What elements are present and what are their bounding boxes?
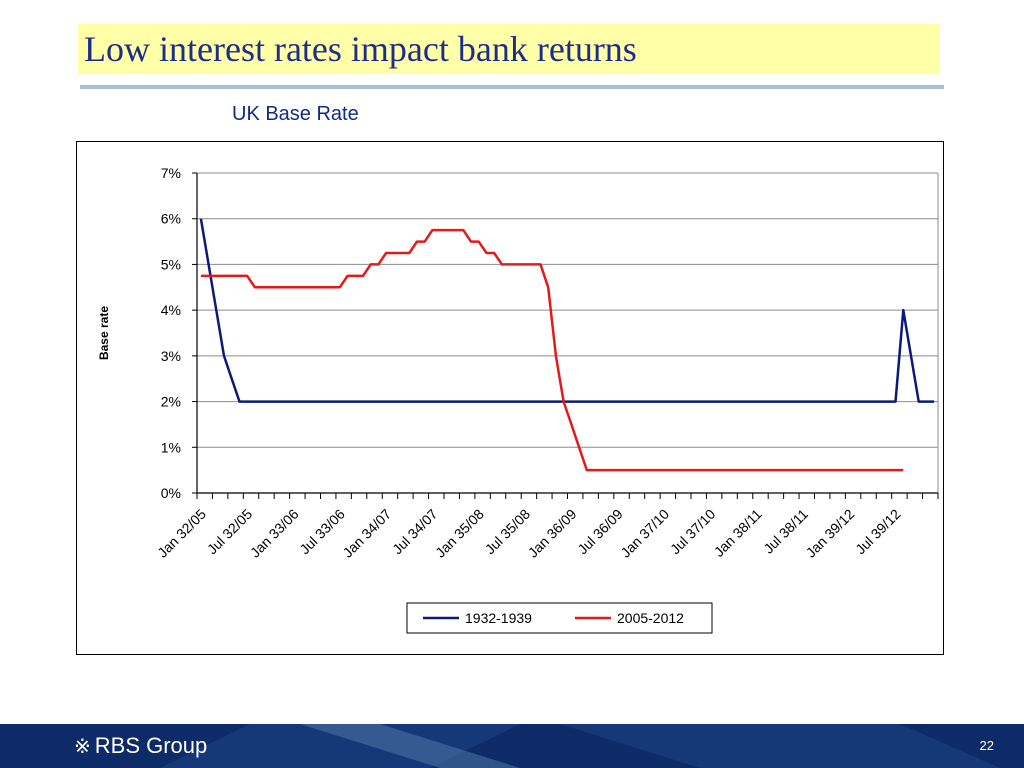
- x-tick-label: Jan 38/11: [711, 506, 765, 560]
- page-number: 22: [979, 738, 994, 753]
- x-tick-label: Jan 32/05: [154, 506, 209, 561]
- chart-frame: [76, 141, 944, 655]
- x-tick-label: Jan 34/07: [339, 506, 394, 561]
- x-tick-label: Jan 33/06: [247, 506, 302, 561]
- x-tick-label: Jan 36/09: [525, 506, 580, 561]
- y-tick-label: 4%: [161, 302, 181, 318]
- x-tick-label: Jan 37/10: [617, 506, 672, 561]
- footer-bar: ※ RBS Group 22: [0, 724, 1024, 768]
- footer-wave-graphic: [160, 724, 1000, 768]
- rbs-group-logo: ※ RBS Group: [74, 733, 207, 759]
- y-tick-label: 3%: [161, 348, 181, 364]
- y-tick-label: 0%: [161, 485, 181, 501]
- y-tick-label: 6%: [161, 211, 181, 227]
- x-tick-label: Jul 39/12: [852, 506, 904, 558]
- slide-title: Low interest rates impact bank returns: [84, 29, 637, 69]
- y-tick-label: 1%: [161, 439, 181, 455]
- chart-title: UK Base Rate: [232, 103, 359, 125]
- y-axis-label: Base rate: [97, 306, 111, 360]
- title-divider: [80, 85, 944, 89]
- y-tick-label: 2%: [161, 394, 181, 410]
- y-tick-label: 7%: [161, 165, 181, 181]
- y-tick-label: 5%: [161, 256, 181, 272]
- x-tick-label: Jan 39/12: [803, 506, 858, 561]
- legend-label: 2005-2012: [617, 610, 684, 626]
- rbs-logo-icon: ※: [74, 736, 91, 758]
- x-tick-label: Jan 35/08: [432, 506, 487, 561]
- rbs-logo-text: RBS Group: [94, 733, 208, 758]
- slide-title-box: Low interest rates impact bank returns: [78, 24, 940, 74]
- legend-label: 1932-1939: [465, 610, 532, 626]
- series-line-1932-1939: [199, 218, 935, 403]
- series-line-2005-2012: [200, 228, 904, 472]
